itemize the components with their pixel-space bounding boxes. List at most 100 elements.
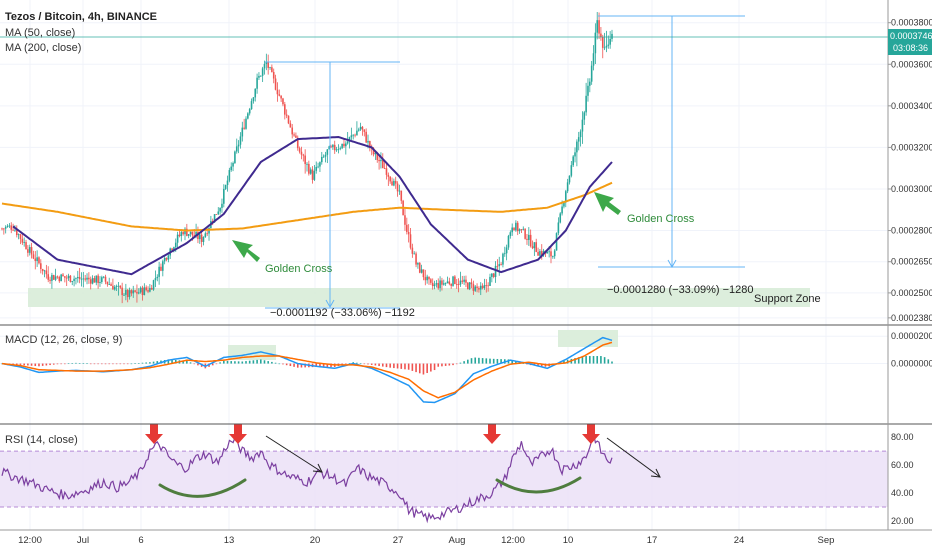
candle-body — [472, 284, 475, 291]
macd-hist-bar — [123, 363, 125, 365]
candle-body — [559, 213, 562, 223]
candle-body — [241, 127, 244, 137]
candle-body — [463, 279, 465, 282]
candle-body — [437, 283, 440, 289]
macd-hist-bar — [422, 363, 425, 375]
candle-body — [143, 287, 146, 296]
candle-body — [300, 151, 303, 155]
candle-body — [361, 126, 364, 130]
candle-body — [295, 135, 297, 138]
macd-hist-bar — [145, 362, 147, 364]
candle-body — [80, 278, 83, 280]
candle-body — [446, 281, 449, 283]
price-tick-label: 0.0003400 — [891, 101, 932, 111]
macd-title[interactable]: MACD (12, 26, close, 9) — [5, 334, 122, 346]
candle-body — [424, 277, 427, 281]
candle-body — [86, 277, 88, 280]
macd-hist-bar — [478, 357, 480, 364]
candle-body — [176, 234, 179, 243]
candle-body — [570, 165, 573, 176]
candle-body — [503, 253, 506, 255]
golden-cross-arrow-icon — [594, 192, 621, 215]
candle-body — [468, 282, 471, 290]
candle-body — [385, 168, 388, 175]
candle-body — [243, 127, 245, 129]
candle-body — [208, 227, 210, 234]
candle-body — [234, 151, 236, 164]
macd-hist-bar — [381, 363, 384, 367]
time-axis[interactable]: 12:00 Jul 6 13 20 27 Aug 12:00 10 17 24 Sep — [18, 535, 834, 546]
candle-body — [125, 289, 127, 295]
macd-hist-bar — [149, 362, 151, 364]
arrow-down-red-icon — [483, 424, 501, 444]
macd-hist-bar — [293, 363, 295, 367]
rsi-title[interactable]: RSI (14, close) — [5, 434, 78, 446]
macd-hist-bar — [86, 363, 88, 365]
macd-hist-bar — [274, 362, 277, 364]
macd-hist-bar — [56, 363, 59, 365]
candle-body — [43, 270, 46, 272]
macd-hist-bar — [19, 363, 22, 365]
candle-body — [112, 285, 114, 290]
macd-hist-bar — [41, 363, 44, 366]
candle-body — [298, 148, 301, 152]
macd-hist-bar — [60, 363, 62, 365]
candle-body — [40, 263, 42, 269]
candle-body — [341, 143, 343, 149]
candle-body — [104, 276, 107, 282]
candle-body — [165, 257, 168, 260]
price-axis[interactable]: 0.0003800 0.0003600 0.0003400 0.0003200 0.00… — [888, 18, 932, 526]
candle-body — [149, 287, 151, 292]
candle-body — [311, 169, 314, 180]
candle-body — [82, 278, 85, 280]
candle-body — [191, 231, 194, 236]
candle-body — [78, 276, 81, 280]
macd-hist-bar — [112, 363, 114, 365]
macd-hist-bar — [315, 363, 318, 367]
candle-body — [226, 180, 229, 185]
macd-hist-bar — [433, 363, 436, 371]
macd-hist-bar — [537, 363, 539, 366]
candle-body — [476, 286, 478, 289]
price-tick-label: 0.0002800 — [891, 226, 932, 236]
macd-highlight-box — [558, 330, 618, 347]
time-tick-label: 10 — [563, 535, 574, 546]
macd-hist-bar — [356, 362, 358, 364]
candle-body — [396, 183, 399, 192]
candle-body — [106, 281, 109, 285]
candle-body — [12, 229, 14, 231]
candle-body — [409, 234, 412, 248]
candle-body — [317, 166, 319, 168]
macd-hist-bar — [152, 361, 155, 364]
candle-body — [17, 234, 20, 236]
trend-arrow-icon — [265, 435, 661, 478]
candle-body — [52, 275, 55, 280]
macd-hist-bar — [322, 363, 325, 367]
ma50-legend[interactable]: MA (50, close) — [5, 27, 75, 39]
ma200-legend[interactable]: MA (200, close) — [5, 42, 81, 54]
candle-body — [454, 276, 456, 284]
candle-body — [576, 141, 578, 153]
candle-body — [459, 280, 462, 285]
candle-body — [418, 262, 421, 273]
candle-body — [213, 214, 216, 223]
candle-body — [280, 95, 282, 99]
candle-body — [308, 163, 310, 174]
rsi-tick-label: 80.00 — [891, 432, 914, 442]
candle-body — [51, 275, 53, 281]
candle-body — [389, 176, 391, 182]
macd-hist-bar — [71, 363, 74, 364]
candle-body — [132, 290, 135, 294]
candle-body — [540, 251, 543, 256]
candle-body — [552, 256, 554, 258]
candle-body — [141, 287, 144, 296]
candle-body — [239, 136, 242, 145]
candle-body — [193, 235, 196, 237]
candle-body — [592, 53, 595, 66]
candle-body — [394, 180, 397, 184]
candle-body — [378, 160, 380, 162]
candle-body — [479, 285, 482, 290]
candle-body — [489, 276, 491, 286]
candle-body — [276, 89, 279, 95]
